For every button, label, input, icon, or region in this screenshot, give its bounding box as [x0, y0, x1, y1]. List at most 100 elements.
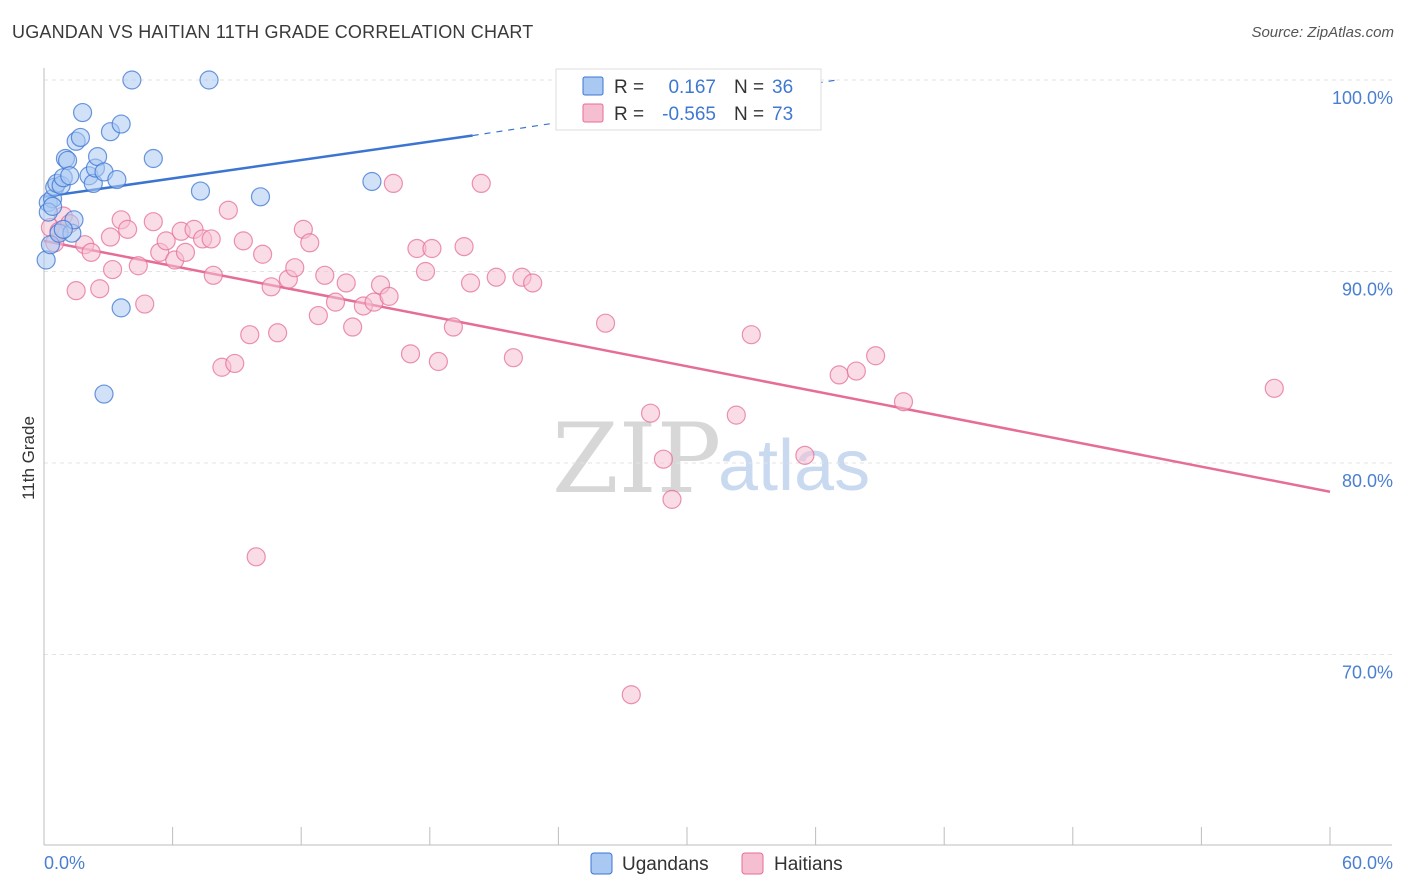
- y-axis-label: 11th Grade: [19, 416, 38, 500]
- ugandan-point: [250, 187, 271, 207]
- haitian-point: [443, 317, 463, 337]
- y-tick-labels: 100.0% 90.0% 80.0% 70.0%: [1332, 88, 1393, 683]
- source-label: Source: ZipAtlas.com: [1251, 24, 1394, 41]
- ugandan-point: [362, 171, 382, 192]
- ugandan-point: [42, 196, 63, 216]
- haitian-point: [300, 233, 320, 253]
- haitian-point: [653, 449, 674, 469]
- haitian-point: [225, 353, 245, 374]
- ugandan-point: [53, 219, 73, 239]
- ugandan-point: [111, 114, 131, 134]
- stats-legend: R = 0.167 N = 36 R = -0.565 N = 73: [555, 68, 822, 131]
- haitian-point: [201, 229, 221, 249]
- haitian-point: [893, 392, 914, 412]
- haitian-point: [156, 231, 176, 251]
- haitian-point: [523, 273, 543, 293]
- stats-n-value-haitians: 73: [772, 104, 793, 125]
- haitian-point: [379, 286, 399, 306]
- haitian-point: [117, 219, 138, 239]
- haitian-point: [218, 200, 238, 220]
- haitian-point: [336, 273, 356, 293]
- haitian-point: [246, 547, 266, 567]
- stats-swatch-ugandans: [582, 76, 604, 96]
- haitian-point: [621, 685, 641, 705]
- stats-n-label-ugandans: N =: [734, 77, 764, 98]
- data-points: [36, 70, 1284, 705]
- legend-swatch-ugandans: [590, 852, 613, 875]
- ugandan-point: [199, 70, 219, 90]
- haitian-point: [486, 267, 506, 287]
- stats-swatch-haitians: [582, 103, 604, 123]
- ugandan-point: [70, 127, 91, 148]
- haitian-point: [128, 256, 148, 276]
- gridlines: [44, 79, 1392, 655]
- stats-r-value-ugandans: 0.167: [668, 77, 716, 98]
- haitian-point: [135, 294, 155, 314]
- trend-line-haitians: [43, 239, 1331, 493]
- ugandan-point: [94, 384, 114, 404]
- ugandan-point: [60, 166, 80, 186]
- stats-n-label-haitians: N =: [734, 104, 764, 125]
- haitian-point: [471, 173, 491, 194]
- haitian-point: [400, 344, 421, 364]
- ugandan-point: [190, 181, 211, 201]
- haitian-point: [503, 348, 523, 368]
- legend-label-ugandans: Ugandans: [622, 854, 709, 875]
- watermark-zip: ZIP: [552, 403, 721, 515]
- y-tick-label: 80.0%: [1342, 471, 1393, 491]
- haitian-point: [253, 244, 273, 264]
- haitian-point: [454, 237, 474, 257]
- haitian-point: [233, 231, 253, 251]
- haitian-point: [102, 259, 123, 280]
- haitian-point: [175, 242, 196, 262]
- haitian-point: [866, 346, 886, 366]
- haitian-point: [343, 317, 363, 337]
- ugandan-point: [122, 70, 142, 90]
- haitian-point: [240, 325, 260, 345]
- haitian-point: [595, 313, 616, 333]
- haitian-point: [428, 351, 448, 372]
- y-tick-label: 100.0%: [1332, 88, 1393, 108]
- haitian-point: [203, 265, 223, 285]
- haitian-point: [795, 445, 815, 465]
- legend-swatch-haitians: [741, 852, 764, 875]
- haitian-point: [1264, 378, 1284, 398]
- x-ticks: [43, 827, 1331, 845]
- ugandan-point: [107, 169, 127, 190]
- stats-r-label-ugandans: R =: [614, 77, 644, 98]
- watermark-atlas: atlas: [718, 426, 870, 506]
- y-tick-label: 70.0%: [1342, 663, 1393, 683]
- haitian-point: [268, 323, 288, 343]
- x-tick-label-left: 0.0%: [44, 853, 85, 873]
- y-tick-label: 90.0%: [1342, 280, 1393, 300]
- haitian-point: [325, 292, 346, 312]
- stats-r-label-haitians: R =: [614, 104, 644, 125]
- haitian-point: [90, 279, 110, 299]
- haitian-point: [308, 305, 328, 326]
- haitian-point: [143, 212, 163, 232]
- legend-label-haitians: Haitians: [774, 854, 843, 875]
- series-legend: Ugandans Haitians: [590, 852, 843, 875]
- stats-r-value-haitians: -0.565: [662, 104, 716, 125]
- haitian-point: [81, 242, 101, 262]
- haitian-point: [315, 265, 335, 285]
- haitian-point: [640, 403, 661, 423]
- haitian-point: [100, 227, 121, 247]
- x-tick-label-right: 60.0%: [1342, 853, 1393, 873]
- haitian-point: [460, 273, 481, 293]
- haitian-point: [741, 325, 761, 345]
- haitian-point: [415, 261, 436, 282]
- chart-title: UGANDAN VS HAITIAN 11TH GRADE CORRELATIO…: [12, 22, 534, 42]
- haitian-point: [285, 258, 305, 278]
- haitian-point: [662, 489, 682, 509]
- haitian-point: [261, 277, 281, 297]
- ugandan-point: [111, 298, 131, 318]
- haitian-point: [829, 365, 849, 385]
- stats-n-value-ugandans: 36: [772, 77, 793, 98]
- haitian-point: [66, 281, 86, 301]
- haitian-point: [846, 361, 866, 381]
- haitian-point: [422, 238, 442, 259]
- haitian-point: [726, 405, 746, 425]
- ugandan-point: [143, 148, 163, 169]
